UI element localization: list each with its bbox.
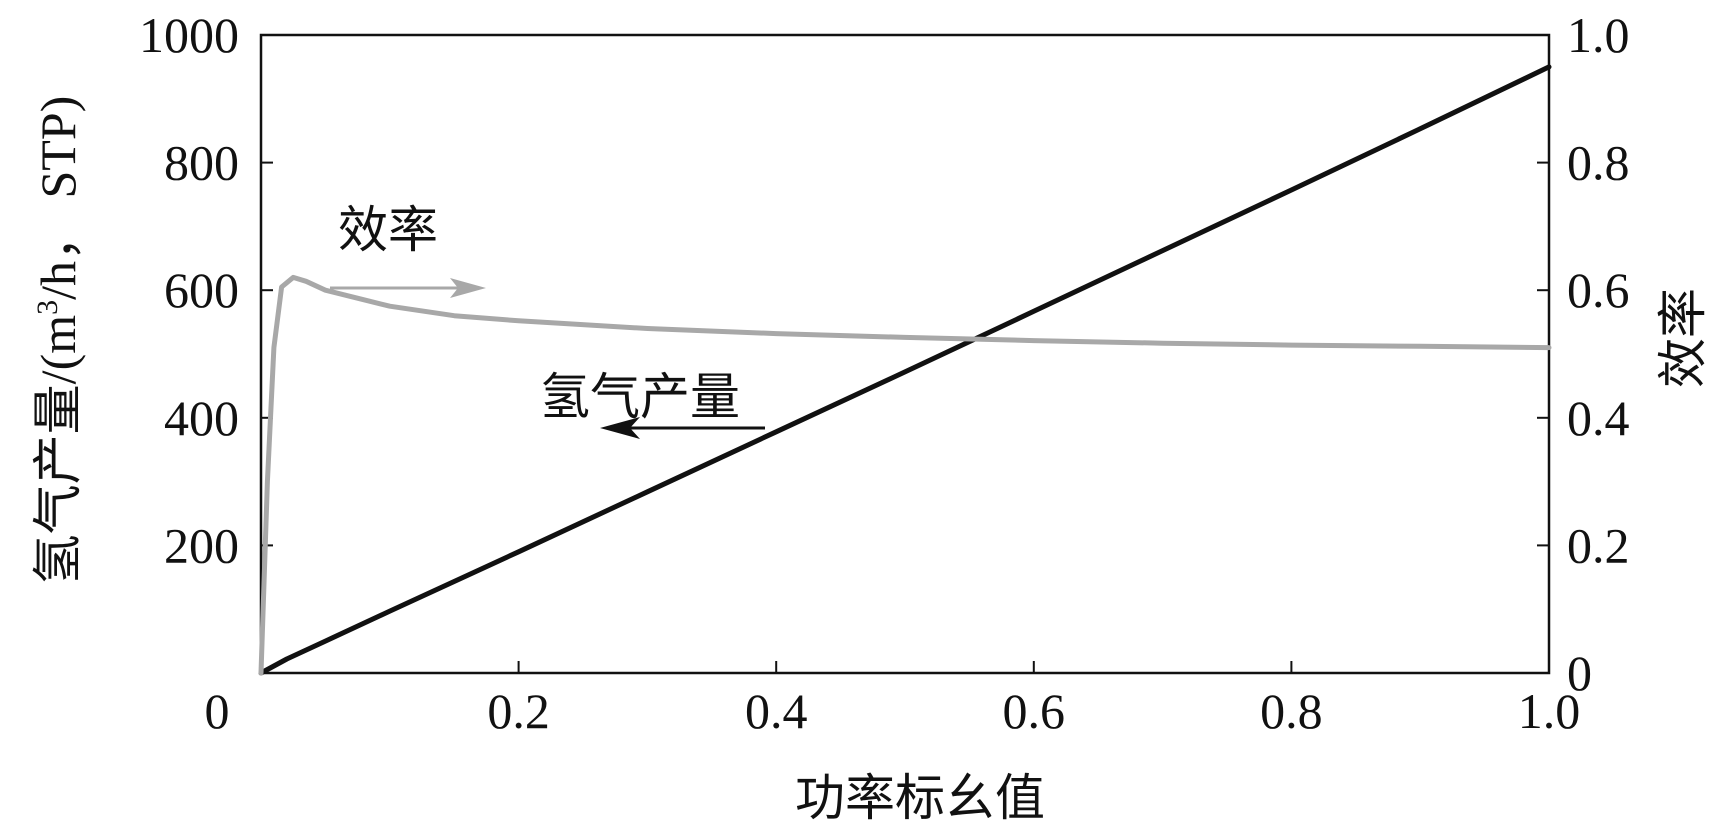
x-axis-title: 功率标幺值 xyxy=(795,770,1045,826)
series-layer xyxy=(258,64,1552,676)
x-tick-label: 0.8 xyxy=(1260,683,1323,739)
annotation-layer xyxy=(330,278,765,439)
x-ticks: 0 0.2 0.4 0.6 0.8 1.0 xyxy=(205,661,1581,739)
x-tick-label: 0.6 xyxy=(1003,683,1066,739)
y-right-tick-label: 0.4 xyxy=(1567,390,1630,446)
y-right-tick-label: 0 xyxy=(1567,645,1592,701)
hydrogen-arrowhead xyxy=(600,417,640,439)
hydrogen-output-series-line xyxy=(258,64,1552,676)
y-right-axis-title: 效率 xyxy=(1655,288,1711,388)
efficiency-arrowhead xyxy=(450,278,486,298)
plot-frame-rect xyxy=(259,33,1551,675)
y-right-tick-label: 0.8 xyxy=(1567,135,1630,191)
y-left-axis-title-suffix: /h， STP) xyxy=(30,96,86,300)
y-right-tick-label: 1.0 xyxy=(1567,7,1630,63)
efficiency-series-line xyxy=(258,274,1552,676)
y-left-ticks: 200 400 600 800 1000 xyxy=(139,7,273,573)
x-tick-label: 0 xyxy=(205,683,230,739)
y-left-axis-title-prefix: 氢气产量/(m xyxy=(30,315,86,585)
y-left-tick-label: 800 xyxy=(164,135,239,191)
x-tick-label: 1.0 xyxy=(1518,683,1581,739)
y-right-tick-label: 0.2 xyxy=(1567,517,1630,573)
y-right-tick-label: 0.6 xyxy=(1567,262,1630,318)
y-left-tick-label: 1000 xyxy=(139,7,239,63)
y-left-tick-label: 600 xyxy=(164,262,239,318)
plot-frame xyxy=(259,33,1551,675)
y-left-tick-label: 400 xyxy=(164,390,239,446)
y-left-axis-title: 氢气产量/(m3/h， STP) xyxy=(30,96,86,585)
y-right-ticks: 0 0.2 0.4 0.6 0.8 1.0 xyxy=(1537,7,1630,701)
efficiency-annotation-label: 效率 xyxy=(338,202,438,258)
y-left-axis-title-superscript: 3 xyxy=(31,300,64,315)
x-tick-label: 0.4 xyxy=(745,683,808,739)
y-left-tick-label: 200 xyxy=(164,517,239,573)
hydrogen-annotation-label: 氢气产量 xyxy=(540,369,740,425)
x-tick-label: 0.2 xyxy=(487,683,550,739)
